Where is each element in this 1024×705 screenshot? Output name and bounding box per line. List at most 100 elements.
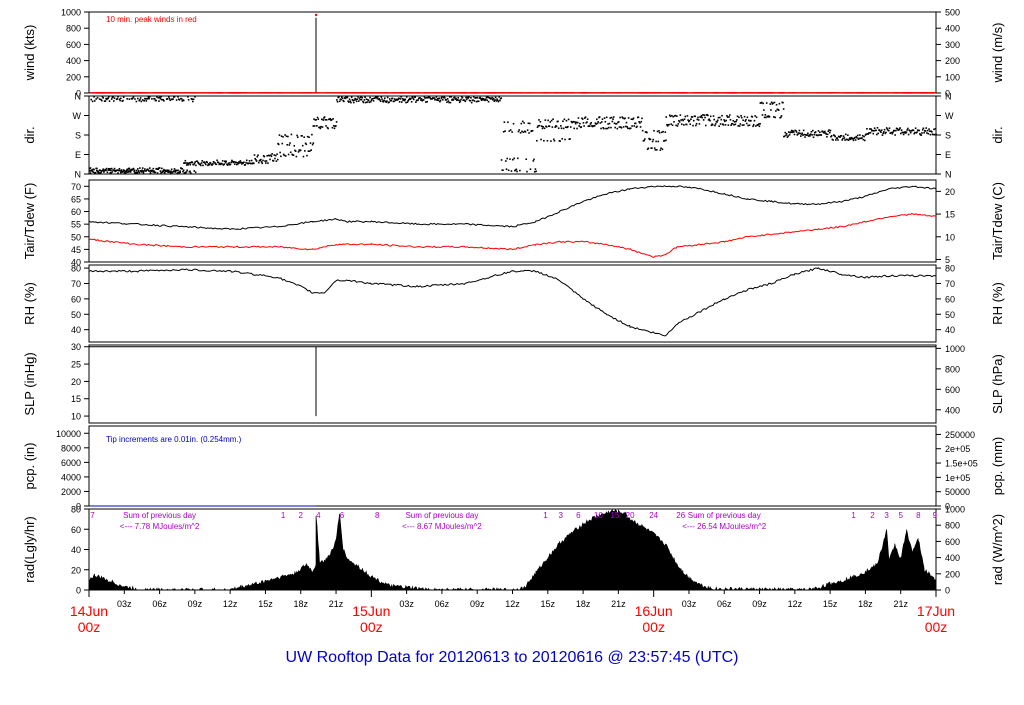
dir-point — [528, 132, 530, 134]
dir-point — [675, 125, 677, 127]
rad-sun-tick: 3 — [884, 511, 889, 520]
dir-point — [933, 129, 935, 131]
dir-point — [618, 121, 620, 123]
dir-point — [149, 96, 151, 98]
dir-point — [544, 119, 546, 121]
dir-point — [193, 98, 195, 100]
dir-point — [181, 98, 183, 100]
dir-point — [442, 99, 444, 101]
dir-point — [345, 98, 347, 100]
dir-point — [866, 128, 868, 130]
dir-point — [207, 165, 209, 167]
dir-point — [844, 139, 846, 141]
dir-point — [222, 160, 224, 162]
dir-point — [284, 155, 286, 157]
dir-point — [386, 100, 388, 102]
dir-point — [772, 102, 774, 104]
dir-point — [737, 116, 739, 118]
rad-right-tick-label: 200 — [945, 569, 960, 579]
dir-point — [621, 127, 623, 129]
dir-point — [269, 155, 271, 157]
dir-point — [142, 167, 144, 169]
dir-point — [421, 98, 423, 100]
dir-point — [289, 144, 291, 146]
dir-point — [478, 101, 480, 103]
dir-point — [742, 124, 744, 126]
dir-point — [250, 163, 252, 165]
dir-point — [474, 100, 476, 102]
dir-point — [310, 149, 312, 151]
dir-point — [310, 142, 312, 144]
dir-point — [561, 138, 563, 140]
dir-point — [787, 135, 789, 137]
dir-point — [225, 161, 227, 163]
wind-frame — [89, 12, 936, 93]
dir-point — [284, 134, 286, 136]
dir-point — [240, 160, 242, 162]
dir-point — [747, 117, 749, 119]
dir-point — [794, 134, 796, 136]
dir-point — [260, 159, 262, 161]
dir-point — [686, 124, 688, 126]
dir-point — [155, 171, 157, 173]
dir-point — [300, 149, 302, 151]
dir-point — [301, 135, 303, 137]
dir-point — [832, 139, 834, 141]
dir-point — [454, 97, 456, 99]
dir-point — [408, 99, 410, 101]
dir-point — [296, 156, 298, 158]
dir-point — [564, 139, 566, 141]
dir-point — [922, 129, 924, 131]
dir-point — [925, 130, 927, 132]
dir-point — [369, 102, 371, 104]
dir-point — [513, 158, 515, 160]
dir-point — [457, 97, 459, 99]
dir-point — [633, 117, 635, 119]
dir-point — [935, 134, 937, 136]
dir-point — [160, 98, 162, 100]
dir-point — [533, 159, 535, 161]
dir-point — [908, 134, 910, 136]
dir-point — [883, 131, 885, 133]
dir-point — [307, 136, 309, 138]
dir-point — [752, 125, 754, 127]
dir-point — [516, 171, 518, 173]
dir-point — [603, 128, 605, 130]
dir-point — [155, 100, 157, 102]
dir-point — [732, 120, 734, 122]
dir-point — [113, 100, 115, 102]
dir-point — [660, 147, 662, 149]
dir-point — [202, 165, 204, 167]
dir-point — [932, 134, 934, 136]
dir-point — [440, 100, 442, 102]
dir-point — [518, 129, 520, 131]
dir-point — [363, 102, 365, 104]
dir-point — [321, 119, 323, 121]
dir-point — [154, 98, 156, 100]
dir-point — [894, 134, 896, 136]
dir-point — [819, 132, 821, 134]
dir-point — [293, 145, 295, 147]
dir-point — [424, 97, 426, 99]
rad-left-tick-label: 80 — [71, 505, 81, 515]
dir-point — [372, 98, 374, 100]
dir-point — [469, 100, 471, 102]
dir-point — [622, 117, 624, 119]
dir-point — [407, 101, 409, 103]
rh-left-tick-label: 40 — [71, 325, 81, 335]
dir-point — [522, 121, 524, 123]
dir-point — [562, 120, 564, 122]
slp-y2label: SLP (hPa) — [990, 354, 1005, 414]
dir-point — [239, 162, 241, 164]
dir-point — [311, 134, 313, 136]
dir-point — [799, 133, 801, 135]
dir-point — [118, 170, 120, 172]
dir-point — [689, 123, 691, 125]
dir-point — [538, 119, 540, 121]
dir-point — [261, 161, 263, 163]
slp-frame — [89, 345, 936, 423]
dir-point — [770, 109, 772, 111]
dir-point — [561, 127, 563, 129]
dir-point — [295, 150, 297, 152]
dir-point — [721, 115, 723, 117]
